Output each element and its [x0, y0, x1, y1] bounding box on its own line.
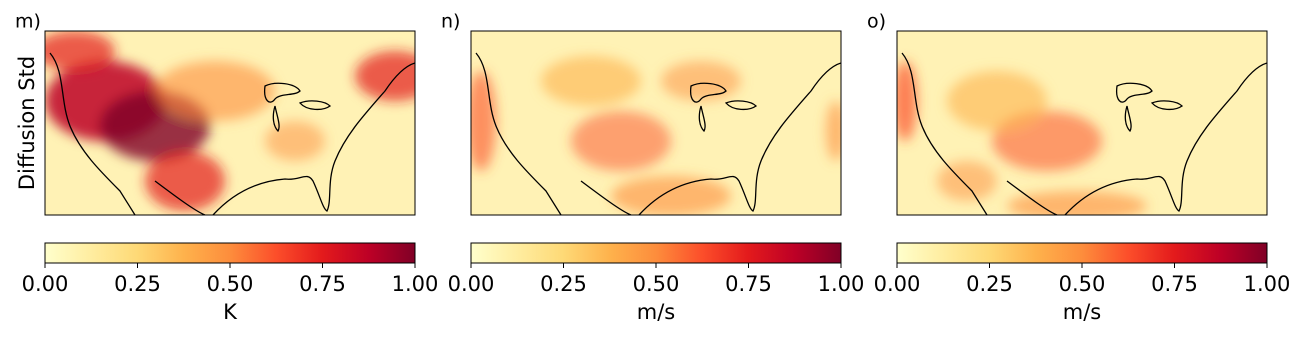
colorbar-tick-label: 0.75 — [725, 272, 772, 296]
map-panel — [471, 31, 841, 215]
field-blob — [145, 151, 225, 211]
field-blob — [826, 101, 841, 161]
field-blob — [947, 71, 1047, 131]
map-field — [471, 56, 841, 215]
colorbar-tick-label: 0.00 — [448, 272, 495, 296]
coastline — [49, 52, 415, 215]
map-panel — [897, 31, 1267, 215]
field-blob — [355, 51, 415, 101]
lakes — [1116, 82, 1184, 133]
colorbar — [470, 242, 842, 264]
field-blob — [937, 161, 997, 201]
map-frame — [470, 30, 842, 216]
map-panel — [45, 31, 415, 215]
colorbar-label: K — [223, 300, 238, 324]
field-blob — [541, 56, 641, 106]
coastline — [901, 52, 1267, 215]
map-frame — [44, 30, 416, 216]
map-field — [45, 31, 415, 211]
colorbar-tick-label: 0.75 — [1151, 272, 1198, 296]
map-field — [897, 61, 1147, 215]
field-blob — [1007, 191, 1147, 215]
y-axis-label: Diffusion Std — [15, 56, 39, 190]
field-blob — [571, 111, 671, 171]
colorbar-tick-label: 0.25 — [114, 272, 161, 296]
colorbar — [44, 242, 416, 264]
colorbar-tick-label: 0.75 — [299, 272, 346, 296]
lakes — [690, 82, 758, 133]
field-blob — [661, 61, 741, 101]
field-blob — [45, 31, 115, 71]
field-blob — [611, 176, 731, 215]
field-blob — [897, 61, 917, 141]
map-frame — [896, 30, 1268, 216]
lakes — [264, 82, 332, 133]
colorbar-label: m/s — [1063, 300, 1101, 324]
colorbar — [896, 242, 1268, 264]
colorbar-tick-label: 0.50 — [633, 272, 680, 296]
colorbar-tick-label: 0.25 — [966, 272, 1013, 296]
field-blob — [265, 121, 325, 161]
coastline — [475, 52, 841, 215]
panel-label: o) — [867, 11, 886, 33]
colorbar-tick-label: 1.00 — [1244, 272, 1291, 296]
colorbar-tick-label: 0.00 — [874, 272, 921, 296]
colorbar-tick-label: 1.00 — [392, 272, 439, 296]
colorbar-tick-label: 0.00 — [22, 272, 69, 296]
colorbar-label: m/s — [637, 300, 675, 324]
panel-label: m) — [15, 11, 41, 33]
colorbar-tick-label: 0.50 — [1059, 272, 1106, 296]
panel-label: n) — [441, 11, 460, 33]
field-blob — [155, 61, 275, 121]
colorbar-tick-label: 0.25 — [540, 272, 587, 296]
colorbar-tick-label: 0.50 — [207, 272, 254, 296]
colorbar-tick-label: 1.00 — [818, 272, 865, 296]
